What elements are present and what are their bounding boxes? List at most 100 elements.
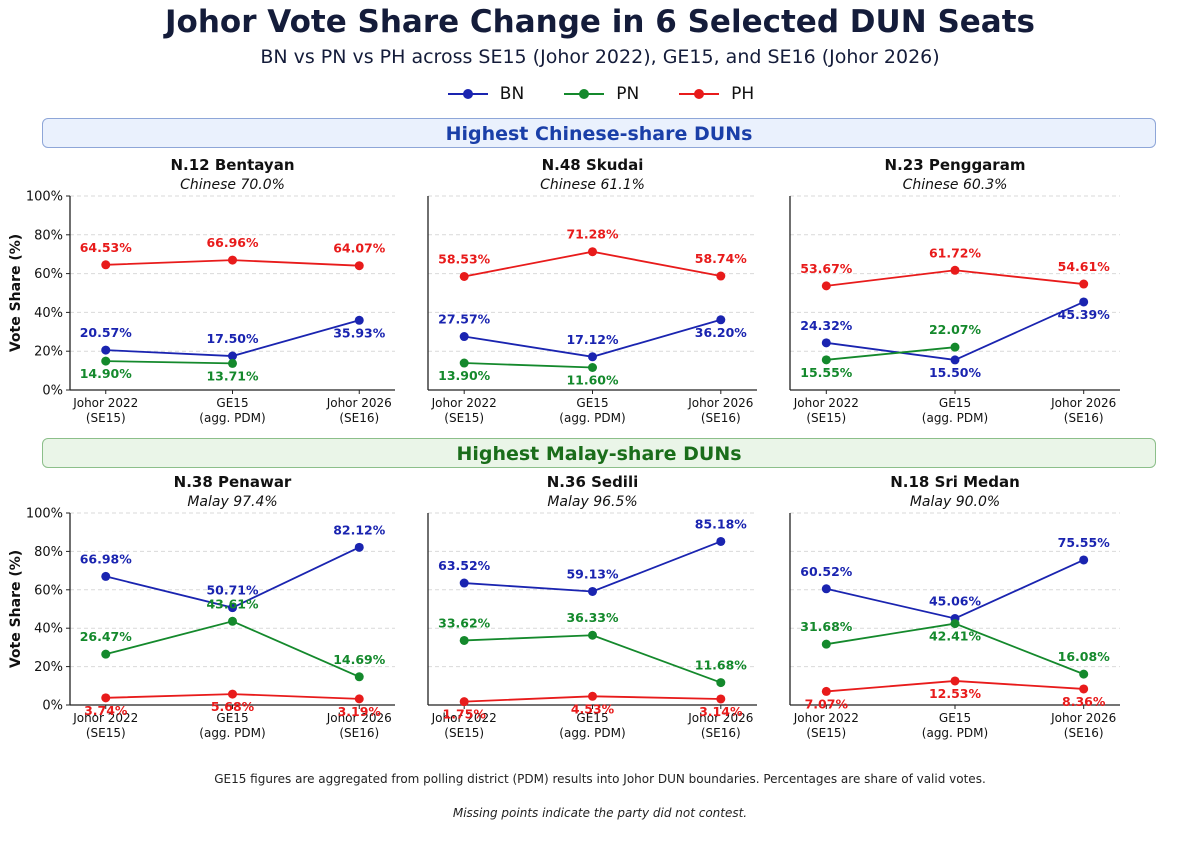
panel-4-point-bn xyxy=(228,603,237,613)
panel-5-x-tick-label: Johor 2022 xyxy=(431,711,497,725)
panel-3-x-tick-label: Johor 2026 xyxy=(1050,396,1116,410)
panel-3-point-ph xyxy=(950,265,960,275)
panel-4-point-bn xyxy=(101,571,111,581)
panel-1-point-bn xyxy=(101,345,111,355)
panel-3-point-bn xyxy=(950,355,960,365)
legend-dot-bn xyxy=(462,89,473,99)
panel-6-x-tick-label: (agg. PDM) xyxy=(922,726,988,740)
panel-2-subtitle: Chinese 61.1% xyxy=(540,177,645,193)
panel-4-point-ph xyxy=(354,694,364,704)
panel-4-point-pn xyxy=(354,672,364,682)
panel-6-data-label-ph: 8.36% xyxy=(1062,694,1106,709)
panel-5-point-bn xyxy=(588,586,597,596)
panel-3-data-label-bn: 15.50% xyxy=(929,365,982,380)
panel-1-y-tick-label: 20% xyxy=(34,345,63,360)
panel-5-x-tick-label: (SE15) xyxy=(444,726,484,740)
panel-2-x-tick-label: GE15 xyxy=(576,396,608,410)
panel-2-point-pn xyxy=(459,358,469,368)
panel-2-x-tick-label: Johor 2022 xyxy=(431,396,497,410)
panel-6-data-label-ph: 12.53% xyxy=(929,686,982,701)
panel-2-point-bn xyxy=(588,352,597,362)
panel-3-subtitle: Chinese 60.3% xyxy=(903,177,1008,193)
panel-6-point-bn xyxy=(821,584,831,594)
panel-1-data-label-bn: 20.57% xyxy=(80,325,133,340)
panel-6-x-tick-label: Johor 2026 xyxy=(1050,711,1116,725)
panel-1-data-label-ph: 66.96% xyxy=(206,235,259,250)
panel-3-x-tick-label: (SE15) xyxy=(806,411,846,425)
panel-6-x-tick-label: (SE15) xyxy=(806,726,846,740)
panel-5-title: N.36 Sedili xyxy=(547,473,639,491)
legend-label-pn: PN xyxy=(616,84,640,104)
panel-6-series-line-bn xyxy=(826,559,1085,620)
panel-3-data-label-pn: 22.07% xyxy=(929,322,982,337)
panel-2-data-label-pn: 11.60% xyxy=(566,372,619,387)
panel-1-x-tick-label: Johor 2022 xyxy=(72,396,138,410)
panel-1-title: N.12 Bentayan xyxy=(170,156,294,174)
panel-4-data-label-bn: 66.98% xyxy=(80,551,133,566)
panel-4-data-label-pn: 14.69% xyxy=(333,652,386,667)
panel-1-x-tick-label: Johor 2026 xyxy=(326,396,392,410)
panel-2-x-tick-label: (agg. PDM) xyxy=(559,411,625,425)
panel-5-point-ph xyxy=(459,697,469,707)
panel-1-point-bn xyxy=(354,315,364,325)
legend-label-bn: BN xyxy=(499,84,525,104)
panel-6-data-label-bn: 45.06% xyxy=(929,593,982,608)
panel-1-y-tick-label: 0% xyxy=(42,384,63,399)
panel-6-x-tick-label: Johor 2022 xyxy=(793,711,859,725)
panel-4-x-tick-label: (SE15) xyxy=(86,726,126,740)
panel-4-data-label-pn: 26.47% xyxy=(80,629,133,644)
panel-4-data-label-ph: 3.19% xyxy=(338,704,382,719)
panel-6-title: N.18 Sri Medan xyxy=(890,473,1020,491)
panel-4-point-ph xyxy=(228,689,237,699)
panel-2-data-label-ph: 58.74% xyxy=(695,251,748,266)
panel-5-x-tick-label: Johor 2026 xyxy=(687,711,753,725)
panel-5-x-tick-label: (agg. PDM) xyxy=(559,726,625,740)
panel-3-point-pn xyxy=(950,342,960,352)
panel-4-y-tick-label: 40% xyxy=(34,622,63,637)
panel-4-point-bn xyxy=(354,542,364,552)
panel-5-data-label-ph: 3.14% xyxy=(699,704,743,719)
panel-3-series-line-pn xyxy=(826,346,956,361)
panel-4-y-tick-label: 60% xyxy=(34,583,63,598)
panel-3-point-bn xyxy=(1079,297,1089,307)
panel-5-data-label-bn: 63.52% xyxy=(438,558,491,573)
panel-5-series-line-pn xyxy=(464,634,722,684)
panel-2-title: N.48 Skudai xyxy=(542,156,644,174)
panel-2-data-label-bn: 36.20% xyxy=(695,325,748,340)
panel-4-y-tick-label: 100% xyxy=(26,507,63,522)
panel-2-point-pn xyxy=(588,362,597,372)
panel-4-data-label-bn: 50.71% xyxy=(206,583,259,598)
panel-4-data-label-bn: 82.12% xyxy=(333,522,386,537)
panel-6-x-tick-label: (SE16) xyxy=(1064,726,1104,740)
panel-5-subtitle: Malay 96.5% xyxy=(547,494,637,510)
panel-4-data-label-ph: 5.68% xyxy=(211,699,255,714)
panel-1-y-tick-label: 80% xyxy=(34,228,63,243)
legend-label-ph: PH xyxy=(731,84,755,104)
panel-1-data-label-ph: 64.53% xyxy=(80,240,133,255)
panel-6-point-ph xyxy=(950,676,960,686)
panel-5-data-label-bn: 85.18% xyxy=(695,516,748,531)
panel-4-data-label-pn: 43.61% xyxy=(206,596,259,611)
panel-3-data-label-ph: 54.61% xyxy=(1058,259,1111,274)
panel-4-data-label-ph: 3.74% xyxy=(84,703,128,718)
panel-1-x-tick-label: GE15 xyxy=(216,396,248,410)
panel-6-point-pn xyxy=(950,619,960,629)
panel-6-data-label-ph: 7.07% xyxy=(805,696,849,711)
panel-5-point-bn xyxy=(459,578,469,588)
panel-1-y-tick-label: 40% xyxy=(34,306,63,321)
panel-1-y-tick-label: 60% xyxy=(34,267,63,282)
panel-2-point-ph xyxy=(459,271,469,281)
panel-6-point-pn xyxy=(1079,669,1089,679)
legend: BN PN PH xyxy=(0,84,1200,104)
panel-4-point-pn xyxy=(228,616,237,626)
panel-2-point-ph xyxy=(588,247,597,257)
legend-dot-ph xyxy=(694,89,705,99)
panel-1-data-label-ph: 64.07% xyxy=(333,241,386,256)
panel-4-point-pn xyxy=(101,649,111,659)
panel-2-point-ph xyxy=(716,271,726,281)
panel-2-x-tick-label: (SE15) xyxy=(444,411,484,425)
panel-6-data-label-pn: 16.08% xyxy=(1058,649,1111,664)
panel-6-data-label-pn: 42.41% xyxy=(929,629,982,644)
legend-marker-ph xyxy=(679,89,720,99)
